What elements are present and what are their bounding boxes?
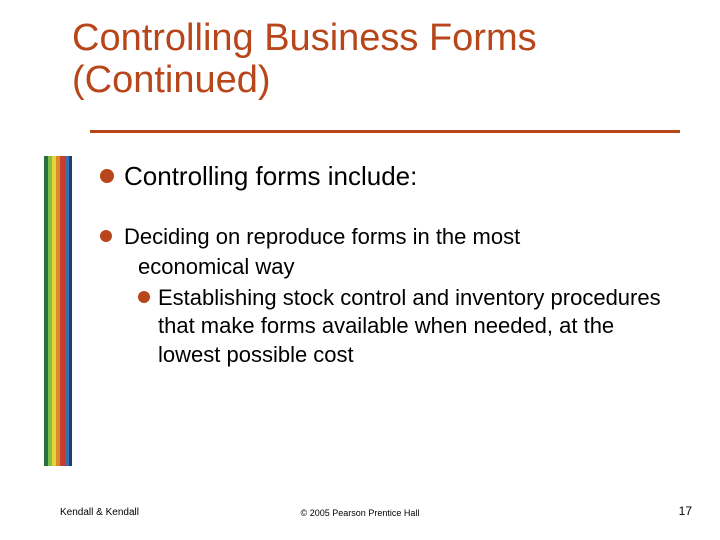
- bullet-lvl2: Deciding on reproduce forms in the most: [100, 223, 680, 252]
- bullet-icon: [100, 230, 112, 242]
- bullet-lvl2-continuation: economical way: [138, 253, 680, 282]
- bullet-lvl3-text: Establishing stock control and inventory…: [158, 284, 680, 370]
- bullet-lvl2-text: Deciding on reproduce forms in the most: [124, 223, 520, 252]
- slide: Controlling Business Forms (Continued) C…: [0, 0, 720, 540]
- slide-title: Controlling Business Forms (Continued): [72, 18, 672, 102]
- footer-center: © 2005 Pearson Prentice Hall: [0, 508, 720, 518]
- side-art: [44, 156, 72, 466]
- slide-body: Controlling forms include: Deciding on r…: [100, 160, 680, 369]
- bullet-lvl3: Establishing stock control and inventory…: [138, 284, 680, 370]
- bullet-lvl2-group: Deciding on reproduce forms in the most …: [100, 223, 680, 370]
- bullet-icon: [100, 169, 114, 183]
- footer-right-page-number: 17: [679, 504, 692, 518]
- title-underline: [90, 130, 680, 133]
- bullet-lvl1-text: Controlling forms include:: [124, 160, 417, 193]
- bullet-icon: [138, 291, 150, 303]
- side-art-stripe: [69, 156, 72, 466]
- bullet-lvl1: Controlling forms include:: [100, 160, 680, 193]
